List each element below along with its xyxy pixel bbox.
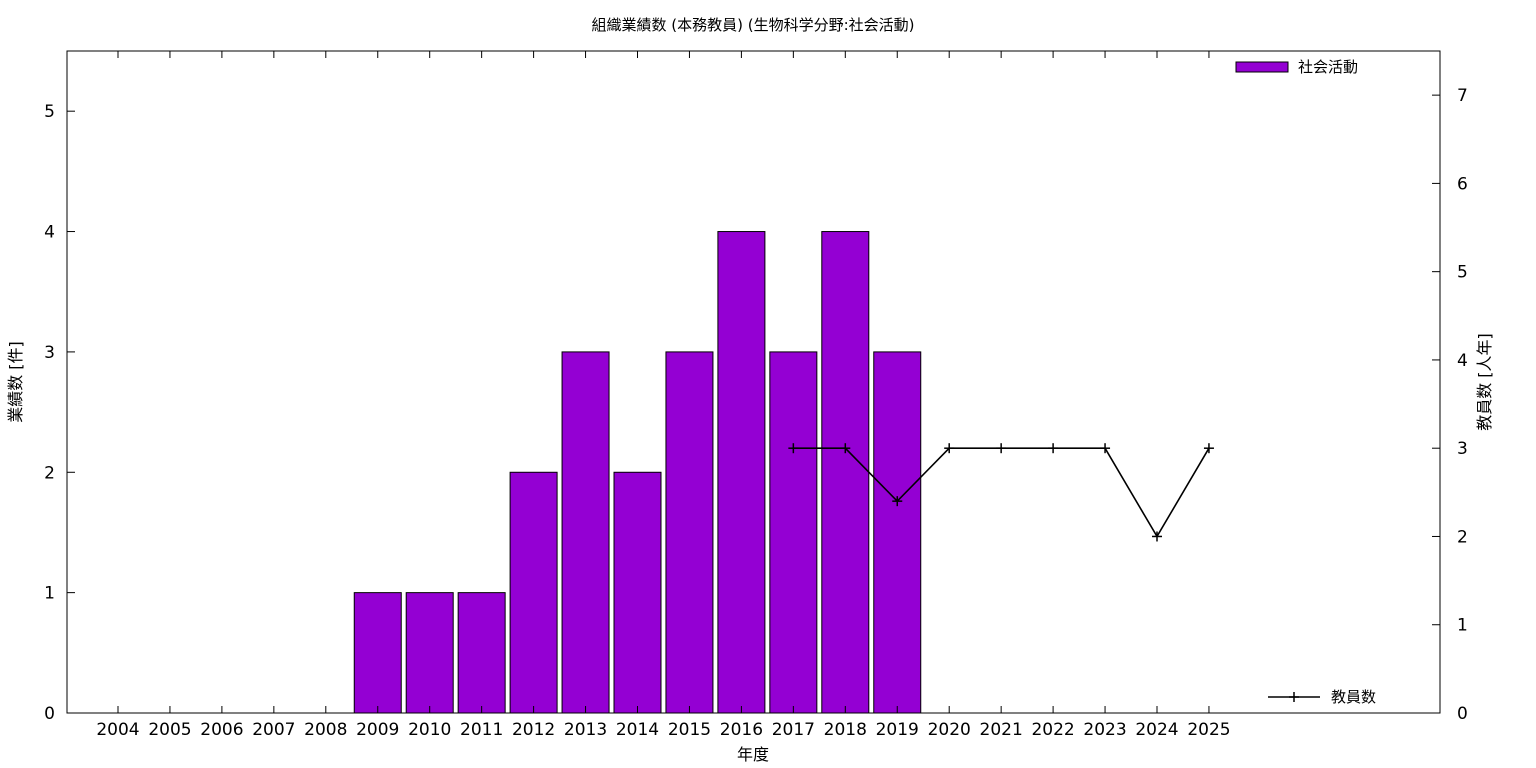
- y-right-tick-label: 6: [1457, 174, 1468, 194]
- x-tick-label: 2024: [1135, 720, 1178, 740]
- x-tick-label: 2009: [356, 720, 399, 740]
- bar: [561, 351, 610, 714]
- x-tick-label: 2005: [148, 720, 191, 740]
- line-layer: [788, 443, 1214, 542]
- bar: [665, 351, 714, 714]
- legend-bar: 社会活動: [1235, 58, 1358, 76]
- y-right-tick-label: 4: [1457, 351, 1468, 371]
- y-axis-label-left: 業績数 [件]: [6, 341, 25, 423]
- x-tick-label: 2011: [460, 720, 503, 740]
- faculty-count-point: [892, 496, 903, 507]
- faculty-count-point: [1203, 443, 1214, 454]
- x-tick-label: 2010: [408, 720, 451, 740]
- faculty-count-point: [1152, 531, 1162, 542]
- plot-frame: [66, 50, 1441, 714]
- y-right-tick-label: 1: [1457, 616, 1468, 636]
- y-right-tick-label: 5: [1457, 263, 1468, 283]
- x-tick-label: 2014: [616, 720, 659, 740]
- faculty-count-point: [996, 443, 1007, 454]
- bar: [509, 471, 558, 714]
- y-right-tick-label: 3: [1457, 439, 1468, 459]
- legend-line: 教員数: [1268, 688, 1376, 706]
- x-tick-label: 2016: [720, 720, 763, 740]
- faculty-count-point: [1048, 443, 1059, 454]
- bar: [405, 592, 454, 714]
- y-axis-label-right: 教員数 [人年]: [1475, 333, 1494, 431]
- y-left-tick-label: 4: [44, 223, 55, 243]
- x-tick-label: 2013: [564, 720, 607, 740]
- faculty-count-point: [944, 443, 955, 454]
- x-tick-label: 2006: [200, 720, 243, 740]
- x-tick-label: 2022: [1031, 720, 1074, 740]
- bar: [353, 592, 402, 714]
- x-tick-label: 2020: [928, 720, 971, 740]
- bar: [457, 592, 506, 714]
- x-tick-label: 2007: [252, 720, 295, 740]
- x-tick-label: 2025: [1187, 720, 1230, 740]
- y-right-tick-label: 2: [1457, 527, 1468, 547]
- faculty-count-point: [840, 443, 851, 454]
- faculty-count-point: [1100, 443, 1111, 454]
- x-tick-label: 2004: [96, 720, 139, 740]
- x-tick-label: 2008: [304, 720, 347, 740]
- bars-layer: [353, 231, 922, 714]
- x-tick-label: 2019: [876, 720, 919, 740]
- x-axis-label: 年度: [737, 745, 769, 764]
- legend-bar-label: 社会活動: [1298, 58, 1358, 76]
- bar: [613, 471, 662, 714]
- x-tick-label: 2021: [980, 720, 1023, 740]
- y-right-tick-label: 0: [1457, 704, 1468, 724]
- x-tick-label: 2015: [668, 720, 711, 740]
- y-left-tick-label: 5: [44, 102, 55, 122]
- y-left-tick-label: 0: [44, 704, 55, 724]
- bar: [821, 231, 870, 714]
- bar: [769, 351, 818, 714]
- y-left-tick-label: 3: [44, 343, 55, 363]
- bar: [873, 351, 922, 714]
- bar: [717, 231, 766, 714]
- y-left-tick-label: 1: [44, 584, 55, 604]
- y-left-tick-label: 2: [44, 463, 55, 483]
- legend-bar-swatch: [1235, 61, 1289, 73]
- x-tick-label: 2017: [772, 720, 815, 740]
- y-right-tick-label: 7: [1457, 86, 1468, 106]
- legend-line-label: 教員数: [1331, 688, 1376, 706]
- x-tick-label: 2018: [824, 720, 867, 740]
- x-tick-label: 2023: [1083, 720, 1126, 740]
- faculty-count-point: [788, 443, 799, 454]
- x-tick-label: 2012: [512, 720, 555, 740]
- chart-title: 組織業績数 (本務教員) (生物科学分野:社会活動): [591, 16, 914, 34]
- ticks-layer: 2004 2005 2006 2007 2008 2009 2010 2011 2012 2013…: [44, 51, 1468, 740]
